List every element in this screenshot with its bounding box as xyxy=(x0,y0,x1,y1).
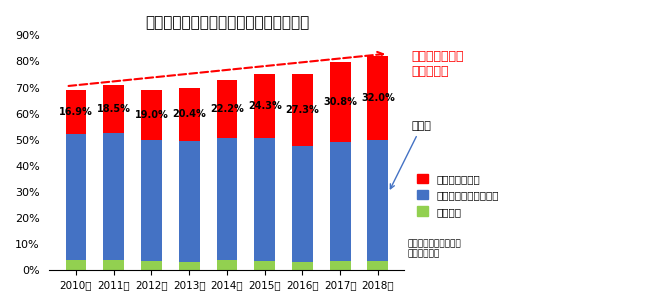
Text: 30.8%: 30.8% xyxy=(323,97,357,107)
Bar xyxy=(179,262,199,270)
Text: 20.4%: 20.4% xyxy=(173,109,206,119)
Bar xyxy=(292,146,313,262)
Bar xyxy=(103,133,124,260)
Bar xyxy=(292,262,313,270)
Bar xyxy=(179,88,199,141)
Text: 横ばい: 横ばい xyxy=(390,121,432,189)
Bar xyxy=(330,261,350,270)
Bar xyxy=(254,260,275,270)
Legend: 信託銀行保有分, 信託銀行以外の大株主, 自社株他: 信託銀行保有分, 信託銀行以外の大株主, 自社株他 xyxy=(413,169,503,221)
Text: 18.5%: 18.5% xyxy=(97,104,130,114)
Bar xyxy=(330,62,350,142)
Text: 32.0%: 32.0% xyxy=(361,93,395,103)
Bar xyxy=(254,74,275,138)
Bar xyxy=(254,138,275,260)
Bar xyxy=(367,261,388,270)
Text: 出所：有価証券報告書
より筆者作成: 出所：有価証券報告書 より筆者作成 xyxy=(408,239,461,259)
Bar xyxy=(103,260,124,270)
Bar xyxy=(66,90,86,134)
Bar xyxy=(330,142,350,261)
Bar xyxy=(217,80,238,138)
Bar xyxy=(141,90,162,140)
Bar xyxy=(179,141,199,262)
Bar xyxy=(367,140,388,261)
Bar xyxy=(141,261,162,270)
Title: ファーストリテイリング社の固定株比率: ファーストリテイリング社の固定株比率 xyxy=(145,15,309,30)
Bar xyxy=(217,260,238,270)
Bar xyxy=(66,134,86,260)
Bar xyxy=(66,260,86,270)
Bar xyxy=(103,85,124,133)
Text: 19.0%: 19.0% xyxy=(134,110,168,120)
Text: 信託銀行保有分
が増加傾向: 信託銀行保有分 が増加傾向 xyxy=(411,49,464,77)
Text: 24.3%: 24.3% xyxy=(248,101,282,111)
Bar xyxy=(367,56,388,140)
Text: 16.9%: 16.9% xyxy=(59,107,93,117)
Text: 27.3%: 27.3% xyxy=(286,105,319,115)
Text: 22.2%: 22.2% xyxy=(210,104,244,114)
Bar xyxy=(292,74,313,146)
Bar xyxy=(141,140,162,261)
Bar xyxy=(217,138,238,260)
